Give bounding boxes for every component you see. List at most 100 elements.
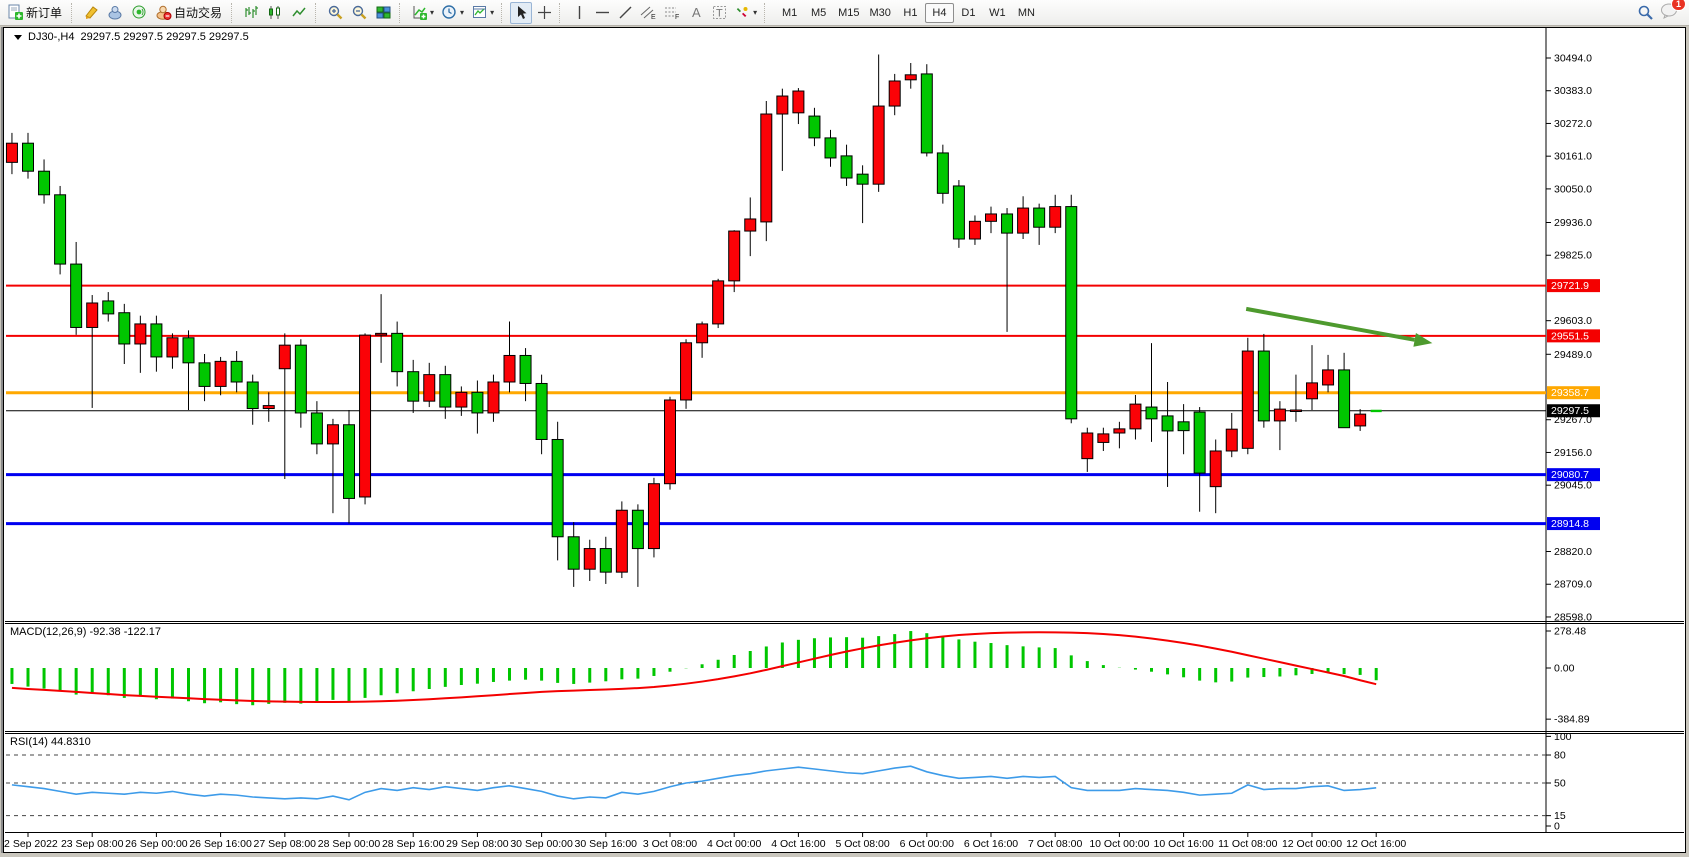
- arrow-objects-icon: [736, 7, 748, 17]
- equidistant-channel-icon: E: [640, 6, 656, 20]
- tf-h1[interactable]: H1: [903, 6, 918, 19]
- svg-text:29825.0: 29825.0: [1554, 250, 1592, 262]
- new-order-label: 新订单: [26, 6, 63, 20]
- vertical-line-tool-button[interactable]: [568, 2, 590, 24]
- svg-text:12 Oct 16:00: 12 Oct 16:00: [1346, 838, 1406, 850]
- macd-name: MACD(12,26,9): [10, 626, 87, 638]
- zoom-out-button[interactable]: [348, 2, 371, 24]
- svg-text:10 Oct 00:00: 10 Oct 00:00: [1089, 838, 1149, 850]
- macd-current-values: -92.38 -122.17: [89, 626, 162, 638]
- tf-m1[interactable]: M1: [781, 6, 798, 19]
- svg-text:29358.7: 29358.7: [1551, 387, 1589, 399]
- fibonacci-tool-button[interactable]: F: [661, 2, 684, 24]
- toolbar-separator: [559, 2, 564, 23]
- highlighter-button[interactable]: [80, 2, 103, 24]
- svg-text:10 Oct 16:00: 10 Oct 16:00: [1154, 838, 1214, 850]
- rsi-indicator-label: RSI(14) 44.8310: [10, 736, 91, 748]
- toolbar-separator: [399, 2, 404, 23]
- chart-window[interactable]: DJ30-,H4 29297.5 29297.5 29297.5 29297.5…: [3, 27, 1686, 853]
- svg-text:30 Sep 00:00: 30 Sep 00:00: [510, 838, 573, 850]
- auto-trading-icon: [156, 5, 172, 20]
- svg-text:29 Sep 08:00: 29 Sep 08:00: [446, 838, 509, 850]
- tf-m30[interactable]: M30: [869, 6, 891, 19]
- notification-badge: 1: [1670, 0, 1686, 11]
- svg-text:28820.0: 28820.0: [1554, 546, 1592, 558]
- tf-d1[interactable]: D1: [961, 6, 976, 19]
- indicators-icon: [413, 6, 428, 20]
- svg-text:0.00: 0.00: [1554, 663, 1575, 675]
- chart-symbol-timeframe: DJ30-,H4: [28, 31, 75, 43]
- svg-text:15: 15: [1554, 810, 1566, 822]
- clock-icon: [442, 5, 456, 19]
- trendline-tool-button[interactable]: [614, 2, 636, 24]
- svg-text:29489.0: 29489.0: [1554, 349, 1592, 361]
- svg-text:26 Sep 16:00: 26 Sep 16:00: [189, 838, 252, 850]
- svg-text:11 Oct 08:00: 11 Oct 08:00: [1218, 838, 1278, 850]
- horizontal-line-tool-button[interactable]: [591, 2, 613, 24]
- toolbar-right: 1: [1637, 0, 1686, 24]
- svg-text:3 Oct 08:00: 3 Oct 08:00: [643, 838, 697, 850]
- periods-button[interactable]: ▾: [438, 2, 467, 24]
- bar-chart-button[interactable]: [240, 2, 263, 24]
- chart-dropdown-icon[interactable]: [14, 34, 22, 40]
- tf-mn[interactable]: MN: [1017, 6, 1035, 19]
- svg-text:26 Sep 00:00: 26 Sep 00:00: [125, 838, 188, 850]
- arrows-tool-button[interactable]: ▾: [731, 2, 760, 24]
- svg-text:22 Sep 2022: 22 Sep 2022: [4, 838, 58, 850]
- line-chart-button[interactable]: [288, 2, 311, 24]
- svg-text:4 Oct 16:00: 4 Oct 16:00: [771, 838, 825, 850]
- svg-text:29156.0: 29156.0: [1554, 447, 1592, 459]
- search-icon[interactable]: [1637, 4, 1654, 21]
- svg-text:29080.7: 29080.7: [1551, 469, 1589, 481]
- equidistant-channel-tool-button[interactable]: E: [637, 2, 660, 24]
- notifications-button[interactable]: 1: [1660, 0, 1686, 24]
- svg-text:27 Sep 08:00: 27 Sep 08:00: [254, 838, 317, 850]
- crosshair-tool-button[interactable]: [533, 2, 555, 24]
- toolbar-separator: [231, 2, 236, 23]
- cursor-icon: [517, 6, 527, 19]
- svg-text:28914.8: 28914.8: [1551, 518, 1589, 530]
- svg-text:29551.5: 29551.5: [1551, 330, 1589, 342]
- candlestick-chart-button[interactable]: [264, 2, 287, 24]
- svg-text:28 Sep 00:00: 28 Sep 00:00: [318, 838, 381, 850]
- price-chart-canvas[interactable]: 30494.0 30383.0 30272.0 30161.0 30050.0 29936…: [4, 28, 1685, 852]
- tf-m15[interactable]: M15: [838, 6, 860, 19]
- tf-m5[interactable]: M5: [810, 6, 827, 19]
- text-tool-button[interactable]: A: [685, 2, 707, 24]
- signal-button[interactable]: [128, 2, 151, 24]
- macd-indicator-label: MACD(12,26,9) -92.38 -122.17: [10, 626, 161, 638]
- cursor-tool-button[interactable]: [510, 1, 533, 24]
- svg-text:6 Oct 00:00: 6 Oct 00:00: [900, 838, 954, 850]
- new-order-button[interactable]: 新订单: [4, 2, 67, 24]
- crosshair-icon: [537, 6, 551, 19]
- toolbar-separator: [71, 2, 76, 23]
- profile-icon: [108, 6, 122, 20]
- tile-windows-button[interactable]: [372, 2, 395, 24]
- tf-w1[interactable]: W1: [989, 6, 1006, 19]
- svg-text:28709.0: 28709.0: [1554, 579, 1592, 591]
- templates-icon: [473, 6, 487, 18]
- svg-text:23 Sep 08:00: 23 Sep 08:00: [61, 838, 124, 850]
- rsi-current-value: 44.8310: [50, 736, 91, 748]
- text-label-icon: T: [712, 6, 726, 20]
- svg-text:12 Oct 00:00: 12 Oct 00:00: [1282, 838, 1342, 850]
- svg-text:5 Oct 08:00: 5 Oct 08:00: [835, 838, 889, 850]
- signal-icon: [132, 5, 146, 19]
- zoom-in-icon: [328, 5, 343, 20]
- timeframe-group: M1 M5 M15 M30 H1 H4 D1 W1 MN: [775, 2, 1041, 23]
- toolbar-separator: [315, 2, 320, 23]
- indicators-button[interactable]: ▾: [408, 2, 437, 24]
- svg-text:30050.0: 30050.0: [1554, 183, 1592, 195]
- templates-button[interactable]: ▾: [468, 2, 497, 24]
- svg-text:29936.0: 29936.0: [1554, 217, 1592, 229]
- svg-text:30272.0: 30272.0: [1554, 118, 1592, 130]
- text-icon: A: [692, 5, 701, 20]
- auto-trading-button[interactable]: 自动交易: [152, 2, 227, 24]
- svg-text:278.48: 278.48: [1554, 625, 1586, 637]
- zoom-in-button[interactable]: [324, 2, 347, 24]
- text-label-tool-button[interactable]: T: [708, 2, 730, 24]
- svg-text:28598.0: 28598.0: [1554, 611, 1592, 623]
- svg-text:29297.5: 29297.5: [1551, 405, 1589, 417]
- profile-button[interactable]: [104, 2, 127, 24]
- tf-h4[interactable]: H4: [924, 2, 954, 23]
